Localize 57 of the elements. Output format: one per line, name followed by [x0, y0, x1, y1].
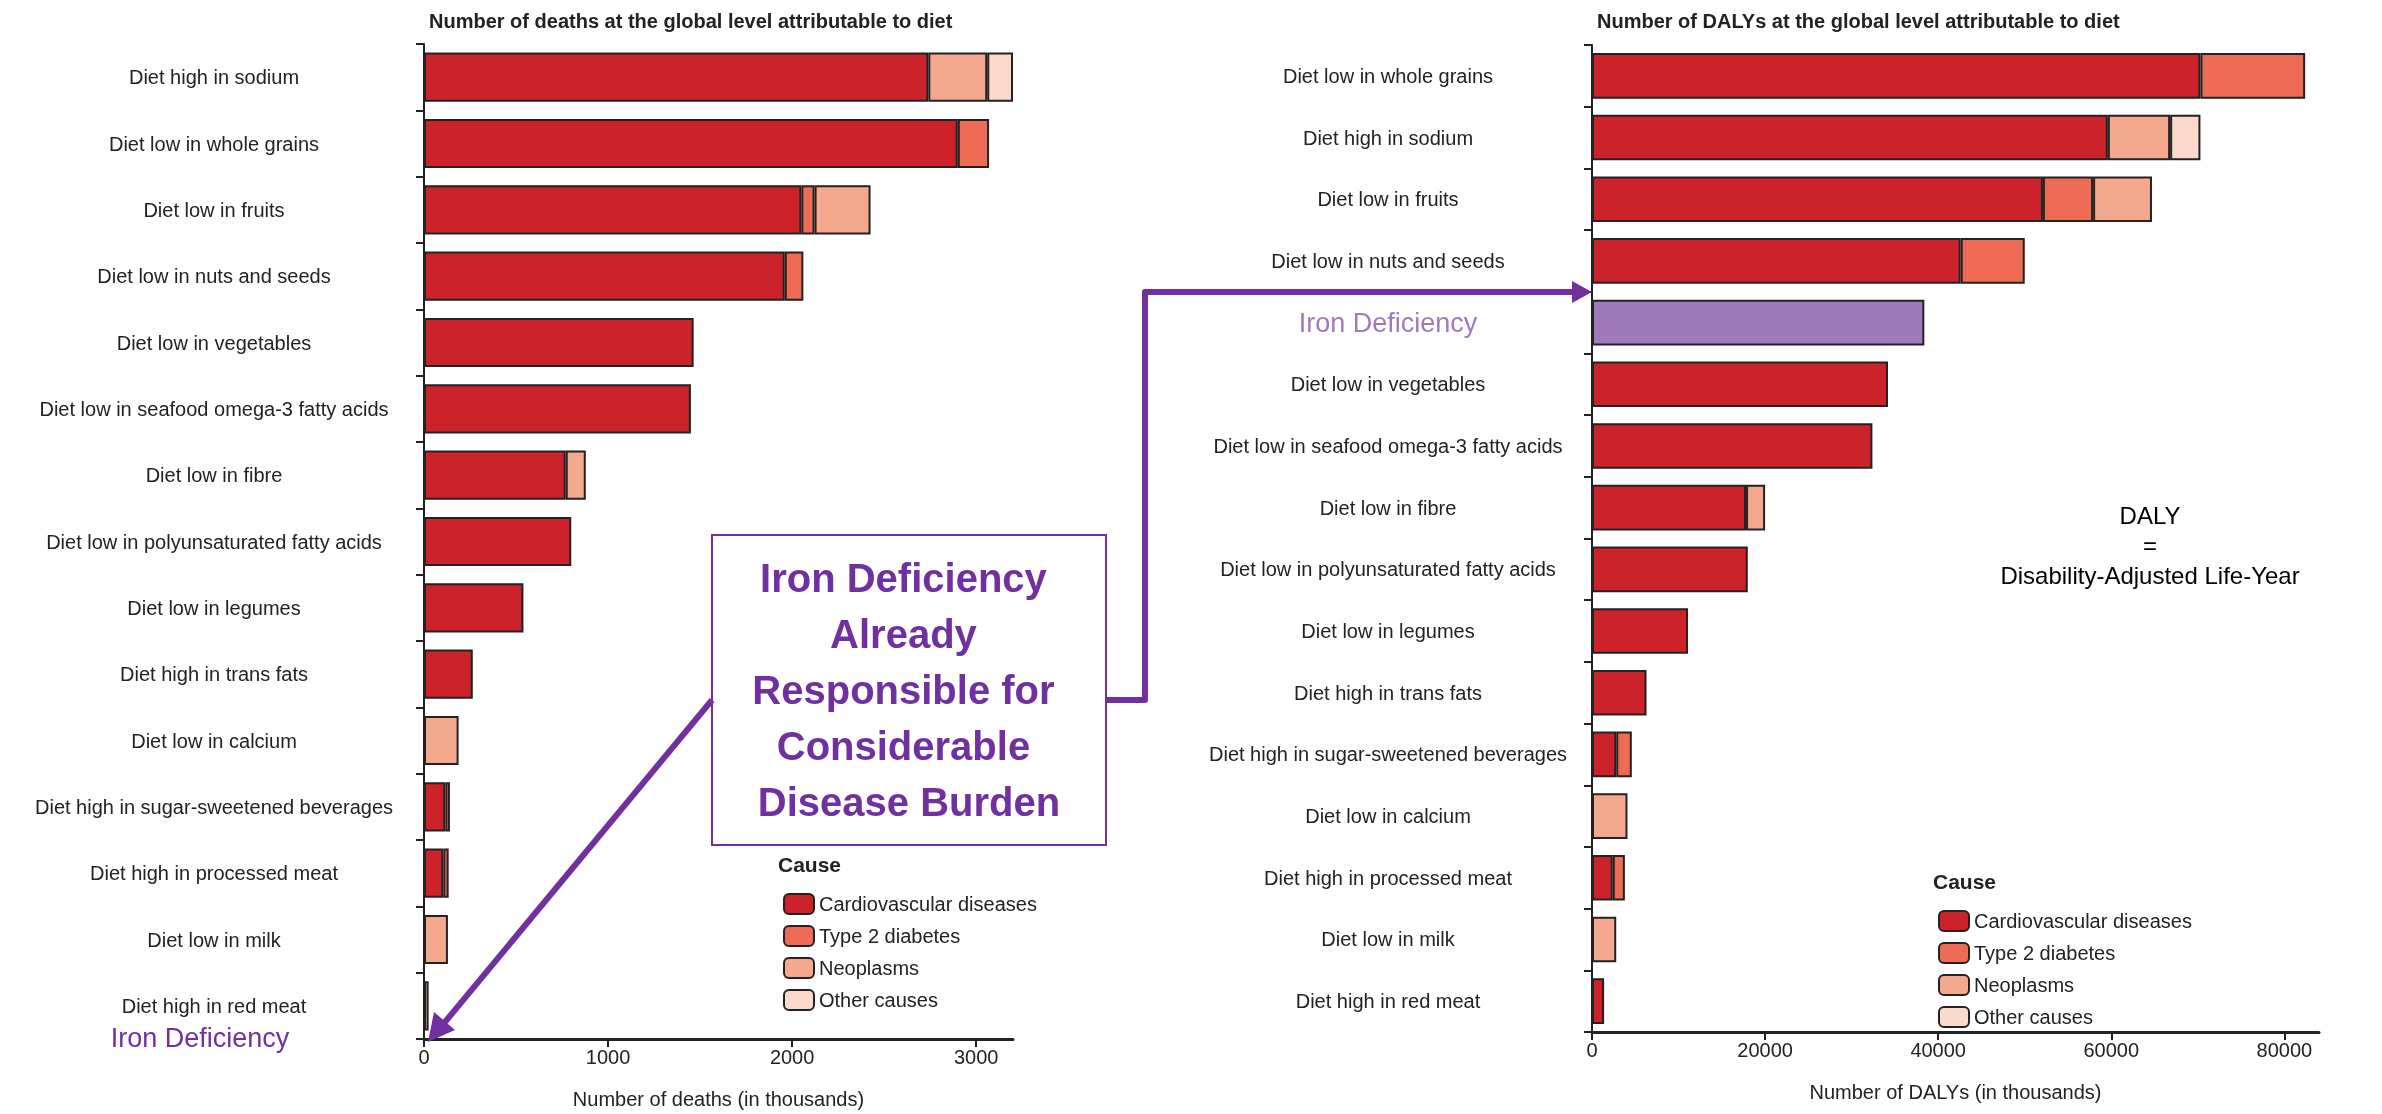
y-tick-label: Diet low in polyunsaturated fatty acids	[1220, 558, 1556, 581]
y-tick-label: Diet low in milk	[1321, 928, 1456, 951]
annotation: Iron Deficiency	[760, 556, 1058, 600]
y-tick-label: Diet low in calcium	[131, 729, 297, 752]
text: Already Responsible for Considerable Disease Burden	[752, 612, 1061, 824]
legend-title: Cause	[778, 853, 842, 876]
y-tick-label: Diet low in fibre	[1319, 496, 1457, 519]
y-tick-label: Diet high in sodium	[1302, 126, 1474, 149]
y-tick-label: Diet low in seafood omega-3 fatty acids	[1213, 434, 1563, 457]
x-tick-label: 3000	[953, 1046, 999, 1068]
y-tick-label: Diet high in sodium	[128, 66, 300, 89]
x-tick-label: 60000	[2083, 1039, 2140, 1061]
y-tick-label: Iron Deficiency	[1298, 307, 1478, 338]
x-tick-label: 1000	[585, 1046, 631, 1068]
legend-label: Other causes	[1974, 1006, 2093, 1028]
x-tick-label: 0	[418, 1046, 430, 1068]
y-tick-label: Diet low in fruits	[1317, 188, 1459, 211]
x-axis-title: Number of deaths (in thousands)	[572, 1088, 865, 1110]
y-tick-label: Diet low in polyunsaturated fatty acids	[46, 530, 382, 553]
x-tick-label: 20000	[1737, 1039, 1793, 1061]
y-tick-label: Diet high in trans fats	[1294, 681, 1482, 704]
y-tick-label: Diet low in seafood omega-3 fatty acids	[39, 397, 389, 420]
y-tick-label: Diet low in calcium	[1305, 805, 1471, 828]
annotation: DALY = Disability-Adjusted Life-Year	[2000, 501, 2300, 589]
legend-label: Cardiovascular diseases	[819, 893, 1037, 915]
x-tick-label: 80000	[2256, 1039, 2313, 1061]
legend-label: Other causes	[819, 989, 938, 1011]
legend-label: Type 2 diabetes	[819, 925, 961, 947]
y-tick-label: Diet high in processed meat	[1264, 866, 1513, 889]
y-tick-label: Diet low in vegetables	[116, 331, 312, 354]
y-tick-label: Diet low in legumes	[127, 596, 301, 619]
legend-title: Cause	[1933, 870, 1997, 893]
chart-title: Number of deaths at the global level attributable to diet	[429, 10, 953, 32]
y-tick-label: Diet low in vegetables	[1290, 373, 1486, 396]
legend-label: Cardiovascular diseases	[1974, 910, 2192, 932]
y-tick-label: Diet high in processed meat	[90, 862, 339, 885]
chart-title: Number of DALYs at the global level attributable to diet	[1597, 10, 2121, 32]
legend-label: Type 2 diabetes	[1974, 942, 2116, 964]
y-tick-label: Diet low in fibre	[145, 464, 283, 487]
x-axis-title: Number of DALYs (in thousands)	[1809, 1081, 2102, 1103]
x-tick-label: 0	[1586, 1039, 1598, 1061]
y-tick-label: Diet high in red meat	[1295, 990, 1481, 1013]
y-tick-label: Diet low in legumes	[1301, 620, 1475, 643]
y-tick-label: Diet high in sugar-sweetened beverages	[35, 795, 393, 818]
legend-label: Neoplasms	[819, 957, 920, 979]
y-tick-label: Diet low in nuts and seeds	[97, 265, 331, 288]
y-tick-label: Diet low in whole grains	[108, 132, 320, 155]
y-tick-label: Diet high in sugar-sweetened beverages	[1209, 743, 1567, 766]
x-tick-label: 2000	[769, 1046, 815, 1068]
y-tick-label: Diet low in fruits	[143, 198, 285, 221]
y-tick-label: Diet low in whole grains	[1282, 64, 1494, 87]
y-tick-label: Diet high in red meat	[121, 994, 307, 1017]
legend-label: Neoplasms	[1974, 974, 2075, 996]
y-tick-label: Diet high in trans fats	[120, 663, 308, 686]
x-tick-label: 40000	[1910, 1039, 1966, 1061]
y-tick-label: Diet low in nuts and seeds	[1271, 249, 1505, 272]
y-tick-label: Diet low in milk	[147, 928, 282, 951]
